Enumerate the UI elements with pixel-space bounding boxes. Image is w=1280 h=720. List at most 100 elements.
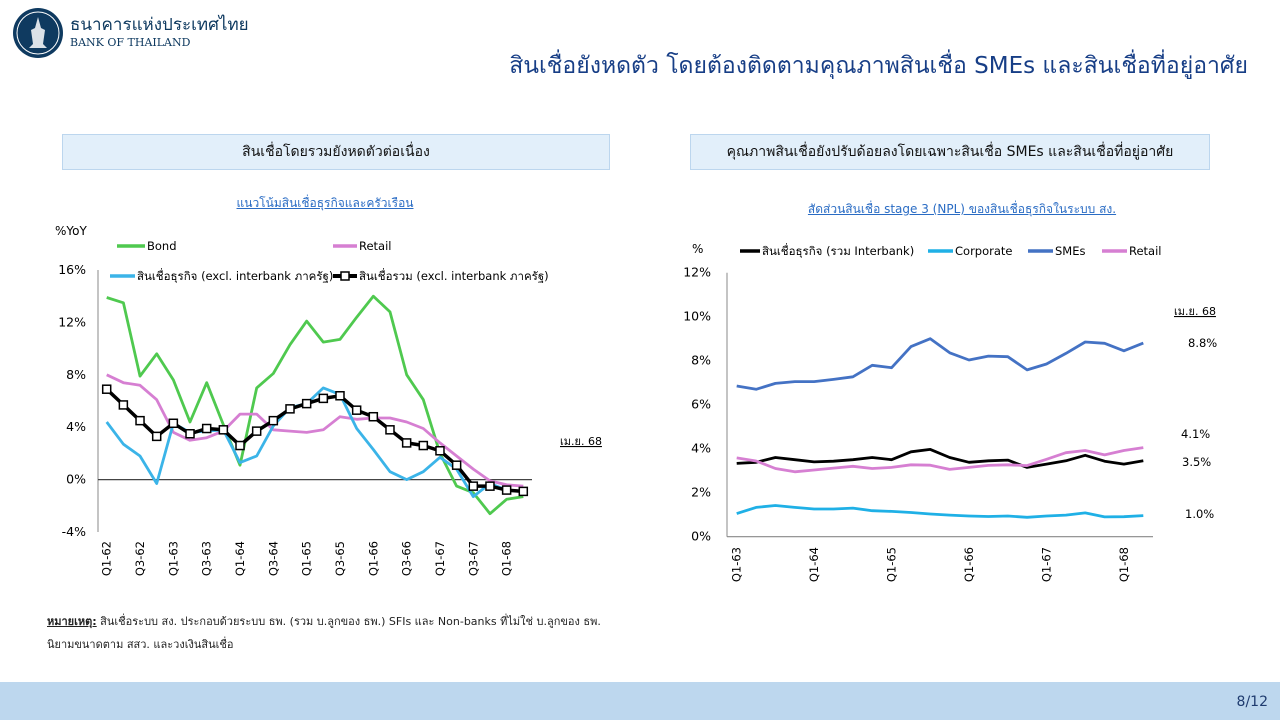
data-point-series-3 (301, 398, 312, 409)
annotation-latest: เม.ย. 68 (560, 435, 602, 448)
y-tick-label: 12% (58, 314, 86, 329)
footnote-line-1: หมายเหตุ: สินเชื่อระบบ สง. ประกอบด้วยระบ… (47, 610, 601, 633)
right-chart-title: สัดส่วนสินเชื่อ stage 3 (NPL) ของสินเชื่… (807, 202, 1117, 216)
x-tick-label: Q1-65 (300, 541, 314, 576)
end-label-corporate: 1.0% (1185, 507, 1214, 521)
data-point-series-3 (435, 446, 445, 456)
annotation-latest: เม.ย. 68 (1174, 305, 1216, 318)
legend-label-corporate: Corporate (955, 244, 1013, 258)
x-tick-label: Q1-67 (1039, 547, 1053, 582)
legend-label-total-loans: สินเชื่อรวม (excl. interbank ภาครัฐ) (359, 268, 549, 283)
y-tick-label: 4% (691, 441, 711, 456)
data-point-series-3 (268, 415, 279, 426)
data-point-series-3 (151, 431, 162, 442)
data-point-series-3 (318, 393, 329, 404)
series-line-3 (736, 446, 1144, 474)
legend: สินเชื่อธุรกิจ (รวม Interbank) Corporate… (740, 243, 1162, 258)
end-label-smes: 8.8% (1188, 336, 1217, 350)
series-line-1 (736, 504, 1144, 519)
data-point-series-3 (218, 425, 229, 435)
left-chart-title: แนวโน้มสินเชื่อธุรกิจและครัวเรือน (236, 196, 414, 210)
x-tick-label: Q3-62 (133, 541, 147, 576)
data-point-series-3 (518, 486, 529, 497)
legend-label-retail: Retail (1129, 244, 1162, 258)
x-tick-label: Q3-66 (400, 541, 414, 576)
data-point-series-3 (185, 429, 195, 439)
y-tick-label: 4% (66, 419, 86, 434)
data-point-series-3 (468, 481, 479, 491)
legend: Bond Retail สินเชื่อธุรกิจ (excl. interb… (110, 239, 549, 283)
x-tick-label: Q1-67 (433, 541, 447, 576)
data-point-series-3 (368, 411, 379, 422)
end-label-business-loans: 3.5% (1182, 455, 1211, 469)
data-point-series-3 (285, 404, 295, 414)
x-tick-label: Q3-67 (466, 541, 480, 576)
footer-bar (0, 682, 1280, 720)
legend-label-retail: Retail (359, 239, 392, 253)
emblem-icon (16, 11, 60, 55)
data-point-series-3 (251, 426, 262, 436)
data-point-series-3 (135, 415, 145, 426)
left-panel-heading: สินเชื่อโดยรวมยังหดตัวต่อเนื่อง (62, 134, 610, 170)
x-tick-label: Q1-63 (166, 541, 180, 576)
y-tick-label: 16% (58, 262, 86, 277)
data-point-series-3 (401, 438, 412, 448)
x-tick-label: Q1-66 (366, 541, 380, 576)
legend-label-smes: SMEs (1055, 244, 1085, 258)
footnote-line-2: นิยามขนาดตาม สสว. และวงเงินสินเชื่อ (47, 638, 234, 651)
y-tick-label: 0% (66, 472, 86, 487)
data-point-series-3 (385, 425, 395, 435)
x-tick-label: Q3-64 (266, 541, 280, 576)
footnote-text-1: สินเชื่อระบบ สง. ประกอบด้วยระบบ ธพ. (รวม… (96, 615, 601, 628)
data-point-series-3 (201, 423, 212, 434)
series-line-2 (736, 337, 1144, 391)
x-tick-label: Q1-64 (807, 547, 821, 582)
legend-label-business-loans: สินเชื่อธุรกิจ (excl. interbank ภาครัฐ) (137, 268, 333, 283)
data-point-series-3 (335, 391, 345, 401)
data-point-series-3 (235, 440, 245, 451)
series-line-1 (106, 373, 524, 488)
slide-title: สินเชื่อยังหดตัว โดยต้องติดตามคุณภาพสินเ… (509, 53, 1248, 79)
x-tick-label: Q1-63 (730, 547, 744, 582)
y-tick-label: 6% (691, 397, 711, 412)
logo-text-thai: ธนาคารแห่งประเทศไทย (70, 15, 249, 35)
legend-label-business-loans: สินเชื่อธุรกิจ (รวม Interbank) (762, 243, 914, 258)
series-line-0 (736, 447, 1144, 469)
end-label-retail: 4.1% (1181, 427, 1210, 441)
data-point-series-3 (485, 481, 495, 491)
data-point-series-3 (451, 460, 462, 470)
x-tick-label: Q3-63 (200, 541, 214, 576)
logo-text-english: BANK OF THAILAND (70, 36, 191, 49)
y-tick-label: 0% (691, 529, 711, 544)
y-tick-label: 10% (683, 309, 711, 324)
x-tick-label: Q1-68 (500, 541, 514, 576)
footnote: หมายเหตุ: สินเชื่อระบบ สง. ประกอบด้วยระบ… (47, 610, 601, 656)
bank-of-thailand-logo (13, 8, 63, 58)
right-panel-heading-text: คุณภาพสินเชื่อยังปรับด้อยลงโดยเฉพาะสินเช… (726, 144, 1174, 160)
y-tick-label: -4% (62, 524, 86, 539)
legend-label-bond: Bond (147, 239, 177, 253)
y-tick-label: 8% (66, 367, 86, 382)
data-point-series-3 (101, 384, 112, 394)
right-panel-heading: คุณภาพสินเชื่อยังปรับด้อยลงโดยเฉพาะสินเช… (690, 134, 1210, 170)
legend-marker-total-loans (340, 271, 350, 281)
data-point-series-3 (168, 418, 179, 429)
data-point-series-3 (501, 485, 512, 495)
footnote-label: หมายเหตุ: (47, 615, 97, 628)
y-tick-label: 12% (683, 265, 711, 280)
series-line-0 (106, 294, 524, 516)
data-point-series-3 (418, 440, 429, 451)
data-point-series-3 (351, 405, 362, 415)
x-tick-label: Q1-62 (100, 541, 114, 576)
x-tick-label: Q1-65 (885, 547, 899, 582)
page-number: 8/12 (1236, 694, 1268, 710)
x-tick-label: Q3-65 (333, 541, 347, 576)
x-tick-label: Q1-64 (233, 541, 247, 576)
y-axis-label: % (692, 242, 703, 256)
y-tick-label: 2% (691, 485, 711, 500)
y-axis-label: %YoY (55, 224, 87, 238)
data-point-series-3 (118, 400, 129, 410)
left-panel-heading-text: สินเชื่อโดยรวมยังหดตัวต่อเนื่อง (242, 144, 430, 160)
